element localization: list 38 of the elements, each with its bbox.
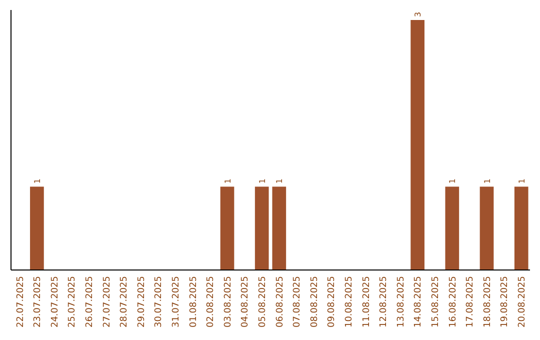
x-tick-label: 03.08.2025 [223, 276, 234, 328]
data-label: 1 [448, 178, 458, 184]
x-tick-label: 02.08.2025 [206, 276, 216, 328]
x-tick-label: 31.07.2025 [172, 276, 182, 328]
data-label: 1 [223, 178, 232, 184]
data-label: 1 [517, 178, 526, 184]
x-tick-label: 04.08.2025 [240, 276, 251, 328]
x-tick-label: 11.08.2025 [362, 276, 372, 328]
x-tick-label: 06.08.2025 [275, 276, 286, 328]
data-label: 1 [258, 178, 267, 184]
x-tick-label: 13.08.2025 [396, 276, 406, 328]
x-tick-label: 19.08.2025 [500, 276, 510, 328]
x-tick-label: 24.07.2025 [50, 276, 60, 328]
x-tick-label: 29.07.2025 [136, 276, 147, 328]
x-tick-label: 18.08.2025 [482, 276, 493, 328]
x-tick-label: 15.08.2025 [431, 276, 441, 328]
x-tick-label: 20.08.2025 [518, 276, 528, 328]
x-tick-label: 22.07.2025 [16, 276, 26, 328]
data-label: 1 [275, 178, 284, 184]
x-tick-label: 17.08.2025 [466, 276, 476, 328]
x-tick-label: 01.08.2025 [188, 276, 199, 328]
x-tick-label: 07.08.2025 [292, 276, 303, 328]
x-tick-label: 05.08.2025 [258, 276, 268, 328]
x-tick-label: 10.08.2025 [344, 276, 354, 328]
x-tick-label: 30.07.2025 [154, 276, 164, 328]
x-tick-label: 23.07.2025 [33, 276, 44, 328]
data-label: 3 [414, 12, 423, 17]
x-tick-label: 12.08.2025 [379, 276, 390, 328]
x-tick-label: 16.08.2025 [448, 276, 458, 328]
x-tick-label: 08.08.2025 [310, 276, 320, 328]
data-label: 1 [482, 178, 492, 184]
x-tick-label: 26.07.2025 [85, 276, 95, 328]
x-tick-label: 09.08.2025 [327, 276, 338, 328]
x-tick-label: 28.07.2025 [120, 276, 130, 328]
x-tick-label: 25.07.2025 [68, 276, 78, 328]
x-tick-label: 14.08.2025 [414, 276, 424, 328]
data-label: 1 [32, 178, 42, 184]
x-tick-label: 27.07.2025 [102, 276, 112, 328]
